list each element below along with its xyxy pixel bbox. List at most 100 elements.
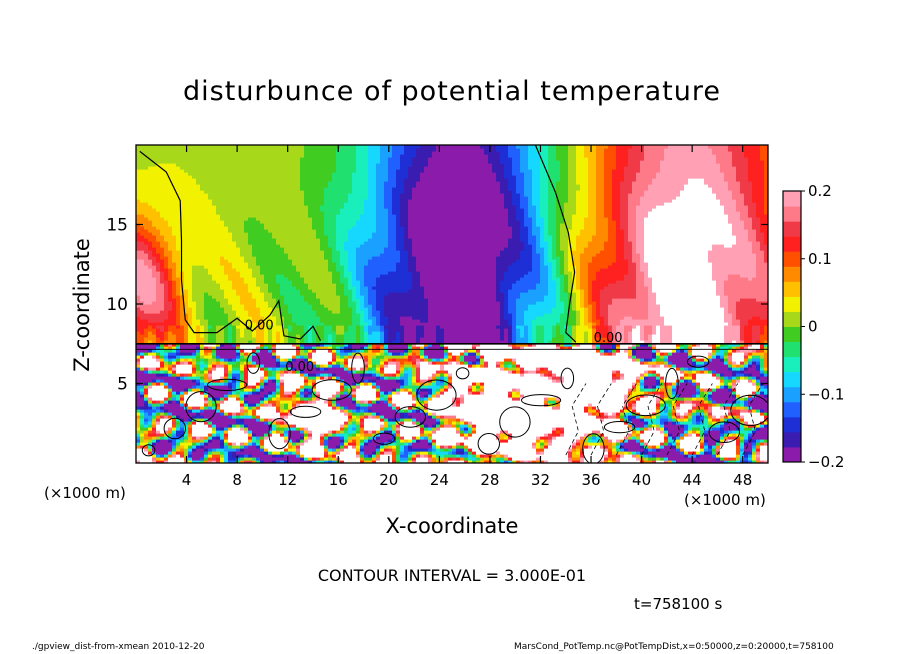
heatmap-cell — [148, 343, 153, 347]
heatmap-cell — [152, 271, 157, 275]
heatmap-cell — [160, 211, 165, 215]
heatmap-cell — [220, 289, 225, 293]
heatmap-cell — [224, 274, 229, 278]
heatmap-cell — [192, 151, 197, 155]
heatmap-cell — [140, 451, 145, 455]
heatmap-cell — [200, 154, 205, 158]
heatmap-cell — [152, 319, 157, 323]
heatmap-cell — [172, 349, 177, 353]
heatmap-cell — [164, 418, 169, 422]
heatmap-cell — [152, 175, 157, 179]
heatmap-cell — [204, 148, 209, 152]
heatmap-cell — [160, 163, 165, 167]
heatmap-cell — [152, 328, 157, 332]
heatmap-cell — [156, 253, 161, 257]
heatmap-cell — [216, 217, 221, 221]
heatmap-cell — [164, 265, 169, 269]
heatmap-cell — [176, 211, 181, 215]
heatmap-cell — [224, 427, 229, 431]
heatmap-cell — [236, 322, 241, 326]
heatmap-cell — [224, 265, 229, 269]
heatmap-cell — [136, 391, 141, 395]
heatmap-cell — [172, 427, 177, 431]
heatmap-cell — [176, 163, 181, 167]
heatmap-cell — [228, 406, 233, 410]
heatmap-cell — [220, 373, 225, 377]
heatmap-cell — [168, 244, 173, 248]
heatmap-cell — [160, 424, 165, 428]
heatmap-cell — [192, 163, 197, 167]
heatmap-cell — [232, 454, 237, 458]
heatmap-cell — [204, 223, 209, 227]
heatmap-cell — [172, 382, 177, 386]
heatmap-cell — [164, 301, 169, 305]
heatmap-cell — [176, 193, 181, 197]
heatmap-cell — [200, 145, 205, 149]
heatmap-cell — [156, 235, 161, 239]
heatmap-cell — [192, 328, 197, 332]
heatmap-cell — [200, 274, 205, 278]
heatmap-cell — [232, 376, 237, 380]
heatmap-cell — [156, 313, 161, 317]
heatmap-cell — [232, 415, 237, 419]
heatmap-cell — [212, 226, 217, 230]
heatmap-cell — [240, 361, 245, 365]
heatmap-cell — [156, 343, 161, 347]
heatmap-cell — [180, 316, 185, 320]
heatmap-cell — [208, 277, 213, 281]
heatmap-cell — [216, 211, 221, 215]
heatmap-cell — [208, 265, 213, 269]
heatmap-cell — [140, 265, 145, 269]
heatmap-cell — [144, 214, 149, 218]
heatmap-cell — [164, 322, 169, 326]
heatmap-cell — [232, 172, 237, 176]
heatmap-cell — [196, 187, 201, 191]
heatmap-cell — [200, 400, 205, 404]
heatmap-cell — [184, 382, 189, 386]
heatmap-cell — [220, 433, 225, 437]
heatmap-cell — [212, 439, 217, 443]
heatmap-cell — [148, 379, 153, 383]
heatmap-cell — [176, 160, 181, 164]
heatmap-cell — [152, 325, 157, 329]
heatmap-cell — [172, 244, 177, 248]
heatmap-cell — [228, 235, 233, 239]
heatmap-cell — [192, 205, 197, 209]
heatmap-cell — [232, 253, 237, 257]
heatmap-cell — [180, 232, 185, 236]
heatmap-cell — [232, 355, 237, 359]
heatmap-cell — [160, 286, 165, 290]
heatmap-cell — [148, 223, 153, 227]
heatmap-cell — [236, 415, 241, 419]
heatmap-cell — [180, 307, 185, 311]
heatmap-cell — [208, 274, 213, 278]
heatmap-cell — [232, 385, 237, 389]
heatmap-cell — [152, 400, 157, 404]
heatmap-cell — [184, 313, 189, 317]
heatmap-cell — [172, 460, 177, 463]
heatmap-cell — [212, 409, 217, 413]
heatmap-cell — [152, 439, 157, 443]
heatmap-cell — [148, 406, 153, 410]
heatmap-cell — [176, 295, 181, 299]
heatmap-cell — [236, 289, 241, 293]
heatmap-cell — [196, 358, 201, 362]
heatmap-cell — [180, 406, 185, 410]
heatmap-cell — [192, 340, 197, 344]
heatmap-cell — [192, 148, 197, 152]
heatmap-cell — [156, 451, 161, 455]
heatmap-cell — [144, 430, 149, 434]
heatmap-cell — [184, 325, 189, 329]
heatmap-cell — [172, 388, 177, 392]
heatmap-cell — [240, 460, 245, 463]
heatmap-cell — [228, 307, 233, 311]
heatmap-cell — [152, 265, 157, 269]
heatmap-cell — [168, 307, 173, 311]
heatmap-cell — [180, 184, 185, 188]
heatmap-cell — [176, 238, 181, 242]
heatmap-cell — [196, 277, 201, 281]
heatmap-cell — [172, 379, 177, 383]
heatmap-cell — [152, 199, 157, 203]
heatmap-cell — [220, 448, 225, 452]
heatmap-cell — [196, 166, 201, 170]
